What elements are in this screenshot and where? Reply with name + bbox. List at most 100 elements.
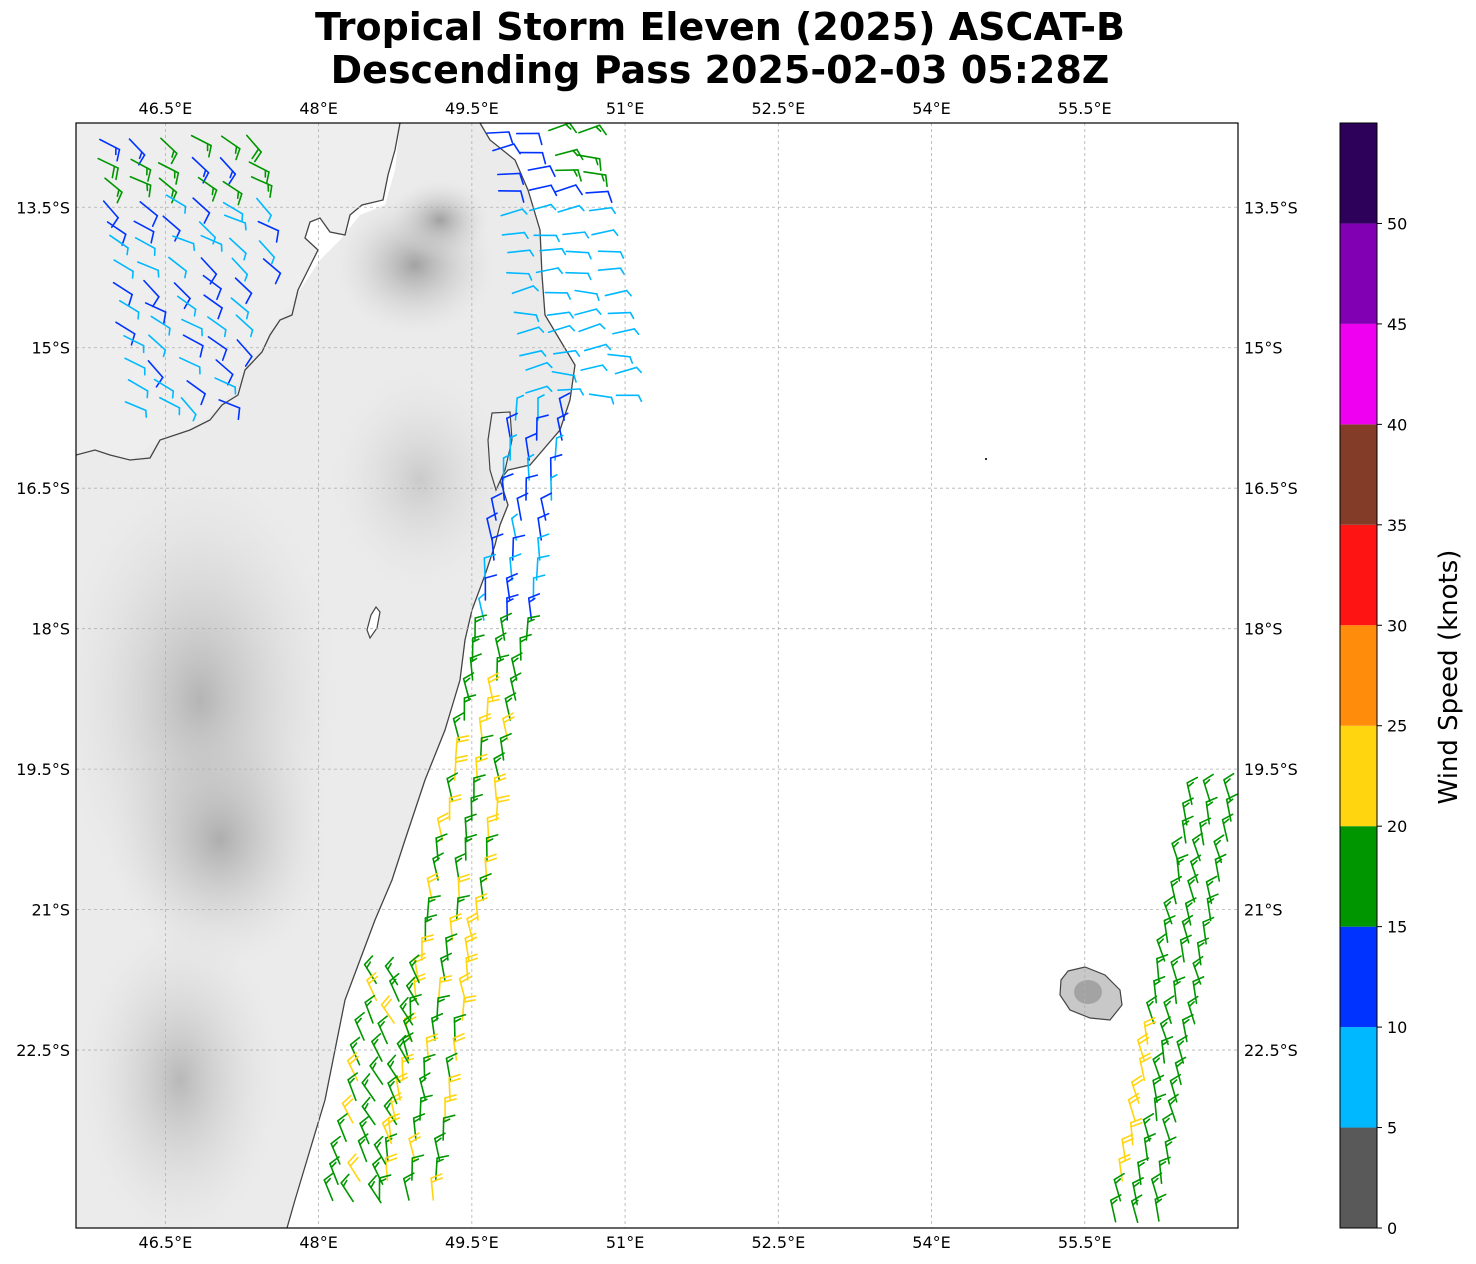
wind-barb bbox=[455, 894, 471, 921]
wind-barb bbox=[454, 852, 467, 881]
wind-barb bbox=[445, 1052, 458, 1081]
wind-barb bbox=[190, 134, 212, 158]
lat-tick-label-right: 15°S bbox=[1244, 339, 1283, 358]
wind-barb bbox=[202, 274, 222, 301]
colorbar-tick-label: 15 bbox=[1387, 918, 1407, 937]
wind-barb bbox=[361, 1096, 376, 1126]
wind-barb bbox=[408, 1132, 421, 1161]
wind-barb bbox=[1176, 854, 1189, 882]
wind-barb bbox=[597, 267, 625, 275]
wind-barb bbox=[361, 1073, 376, 1102]
wind-barb bbox=[557, 388, 585, 396]
wind-barb bbox=[1214, 853, 1227, 882]
wind-barb bbox=[1181, 1014, 1194, 1043]
wind-barb bbox=[219, 157, 237, 185]
wind-barb bbox=[509, 672, 522, 701]
wind-barb bbox=[165, 194, 187, 214]
wind-barb bbox=[1187, 873, 1199, 903]
wind-barb bbox=[528, 184, 558, 197]
wind-barb bbox=[578, 323, 606, 333]
wind-barb bbox=[1179, 934, 1192, 963]
wind-barb bbox=[548, 123, 577, 134]
wind-barb bbox=[231, 257, 249, 282]
wind-barb bbox=[207, 316, 227, 338]
wind-barb bbox=[557, 204, 585, 213]
wind-barb bbox=[214, 377, 237, 395]
wind-barb bbox=[412, 1113, 426, 1141]
wind-barb bbox=[473, 774, 486, 801]
wind-barb bbox=[1131, 1194, 1143, 1224]
tromelin-islet bbox=[985, 458, 987, 460]
lon-tick-label-top: 52.5°E bbox=[751, 99, 805, 118]
wind-barb bbox=[1156, 953, 1169, 982]
wind-barb bbox=[597, 250, 625, 259]
wind-barb bbox=[1162, 1112, 1174, 1142]
wind-barb bbox=[506, 412, 518, 441]
axis-tick-labels: 46.5°E 46.5°E 48°E 48°E 49.5°E 49.5°E 51°E 51°E… bbox=[16, 99, 1298, 1252]
colorbar-tick-label: 40 bbox=[1387, 415, 1407, 434]
wind-barb bbox=[466, 912, 479, 941]
wind-barb bbox=[1190, 854, 1202, 884]
wind-barb bbox=[471, 634, 485, 661]
wind-barb bbox=[1225, 793, 1238, 822]
wind-barb bbox=[1182, 797, 1194, 826]
lat-tick-label-left: 13.5°S bbox=[16, 198, 70, 217]
wind-barb bbox=[235, 314, 254, 338]
wind-barb bbox=[1206, 893, 1219, 922]
wind-barb bbox=[511, 285, 539, 295]
wind-barb bbox=[1156, 932, 1168, 962]
wind-barb bbox=[486, 813, 500, 841]
wind-barb bbox=[550, 474, 558, 501]
wind-barb bbox=[168, 256, 187, 279]
lat-tick-label-left: 22.5°S bbox=[16, 1041, 70, 1060]
wind-barb bbox=[540, 492, 552, 521]
wind-barb bbox=[615, 394, 643, 403]
wind-barb bbox=[554, 184, 583, 196]
wind-barb bbox=[1167, 1093, 1179, 1123]
lat-tick-label-right: 16.5°S bbox=[1244, 479, 1298, 498]
wind-barb bbox=[478, 713, 492, 741]
wind-barb bbox=[366, 972, 379, 1001]
wind-barb bbox=[158, 177, 178, 204]
wind-barb bbox=[134, 237, 156, 256]
wind-barb bbox=[148, 334, 167, 358]
colorbar-bin bbox=[1340, 926, 1377, 1028]
wind-barb bbox=[159, 396, 181, 416]
wind-barb bbox=[371, 1033, 383, 1062]
wind-barb bbox=[484, 574, 498, 601]
southern-highlands-shade bbox=[80, 920, 280, 1228]
wind-barb bbox=[426, 872, 440, 901]
wind-barb bbox=[479, 873, 492, 901]
lon-tick-label-top: 48°E bbox=[299, 99, 337, 118]
wind-barb bbox=[493, 773, 507, 801]
wind-barb bbox=[367, 1174, 382, 1204]
colorbar-tick-label: 10 bbox=[1387, 1018, 1407, 1037]
wind-barb bbox=[1174, 1056, 1187, 1086]
lon-tick-label-bottom: 46.5°E bbox=[139, 1233, 193, 1252]
lat-tick-label-right: 19.5°S bbox=[1244, 760, 1298, 779]
wind-barb bbox=[123, 335, 145, 354]
wind-speed-colorbar: 0 5 10 15 20 25 30 35 40 45 50 bbox=[1339, 122, 1407, 1238]
wind-barb bbox=[591, 229, 619, 237]
wind-barb bbox=[354, 1011, 365, 1041]
wind-barb bbox=[578, 124, 607, 136]
wind-barb bbox=[544, 291, 571, 300]
wind-barb bbox=[461, 995, 477, 1021]
wind-barb bbox=[162, 215, 181, 242]
wind-barb bbox=[558, 392, 571, 421]
wind-barb bbox=[153, 378, 175, 399]
colorbar-tick-label: 30 bbox=[1387, 616, 1407, 635]
lon-tick-label-top: 51°E bbox=[606, 99, 644, 118]
lat-tick-label-right: 21°S bbox=[1244, 901, 1283, 920]
wind-barb bbox=[507, 249, 535, 257]
wind-barb bbox=[347, 1072, 359, 1102]
wind-barb bbox=[99, 138, 121, 162]
wind-barb bbox=[197, 176, 218, 202]
wind-barb bbox=[262, 258, 282, 285]
wind-barb bbox=[1109, 1194, 1122, 1223]
wind-barb bbox=[504, 692, 517, 721]
wind-barb bbox=[474, 614, 488, 641]
wind-barb bbox=[604, 289, 632, 297]
wind-barb bbox=[234, 277, 253, 305]
wind-barb bbox=[434, 1132, 446, 1161]
